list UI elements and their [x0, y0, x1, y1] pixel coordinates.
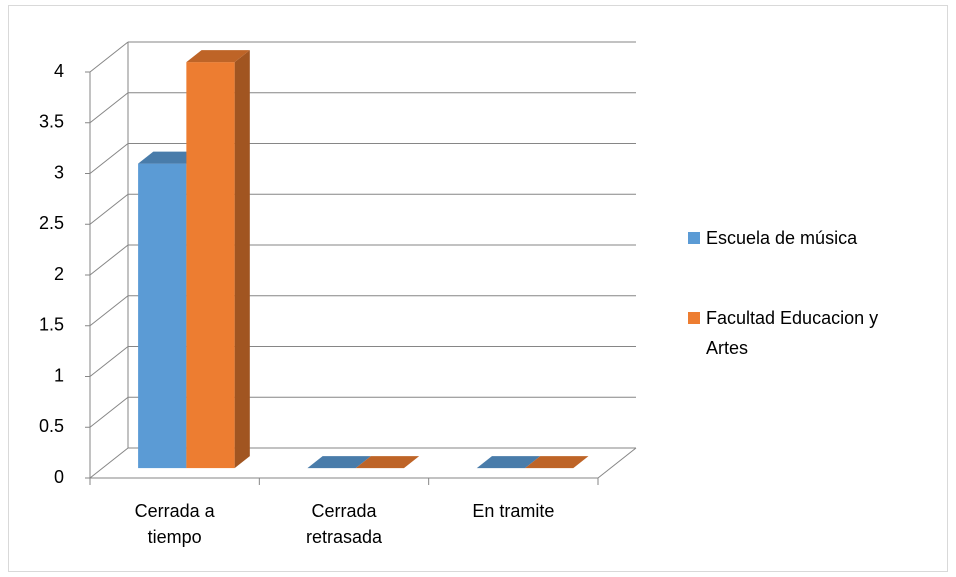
y-tick-label: 4: [54, 61, 64, 81]
y-tick-label: 3: [54, 162, 64, 182]
bar-top: [525, 456, 589, 469]
grid-diagonal: [89, 396, 129, 428]
bar-side: [234, 50, 250, 469]
y-tick-label: 0: [54, 467, 64, 487]
y-tick-label: 1: [54, 365, 64, 385]
bar: [355, 456, 420, 469]
bar-top: [186, 50, 250, 63]
legend-swatch: [688, 312, 700, 324]
bar-top: [355, 456, 420, 469]
grid-diagonal: [89, 447, 129, 479]
y-tick-label: 2.5: [39, 213, 64, 233]
bar-top: [138, 151, 202, 164]
x-tick-label: En tramite: [472, 501, 555, 521]
grid-diagonal: [89, 244, 129, 276]
legend-label: Escuela de música: [706, 228, 858, 248]
bar-front: [138, 163, 187, 469]
x-tick-label: Cerrada a tiempo: [134, 501, 215, 547]
y-tick-label: 3.5: [39, 112, 64, 132]
legend-swatch: [688, 232, 700, 244]
bar-top: [476, 456, 541, 469]
bar: [476, 456, 541, 469]
y-tick-label: 2: [54, 264, 64, 284]
floor-right: [597, 447, 637, 479]
grid-diagonal: [89, 41, 129, 73]
grid-diagonal: [89, 143, 129, 174]
grid-diagonal: [89, 295, 129, 327]
bar-top: [307, 456, 371, 469]
bar: [307, 456, 371, 469]
bar: [525, 456, 589, 469]
grid-diagonal: [89, 193, 129, 225]
y-tick-label: 0.5: [39, 416, 64, 436]
y-tick-label: 1.5: [39, 315, 64, 335]
grid-diagonal: [89, 346, 129, 377]
bar: [186, 50, 250, 469]
legend-label: Facultad Educacion y Artes: [706, 308, 879, 358]
grid-diagonal: [89, 92, 129, 124]
bar-front: [186, 62, 235, 469]
x-tick-label: Cerrada retrasada: [305, 501, 383, 547]
